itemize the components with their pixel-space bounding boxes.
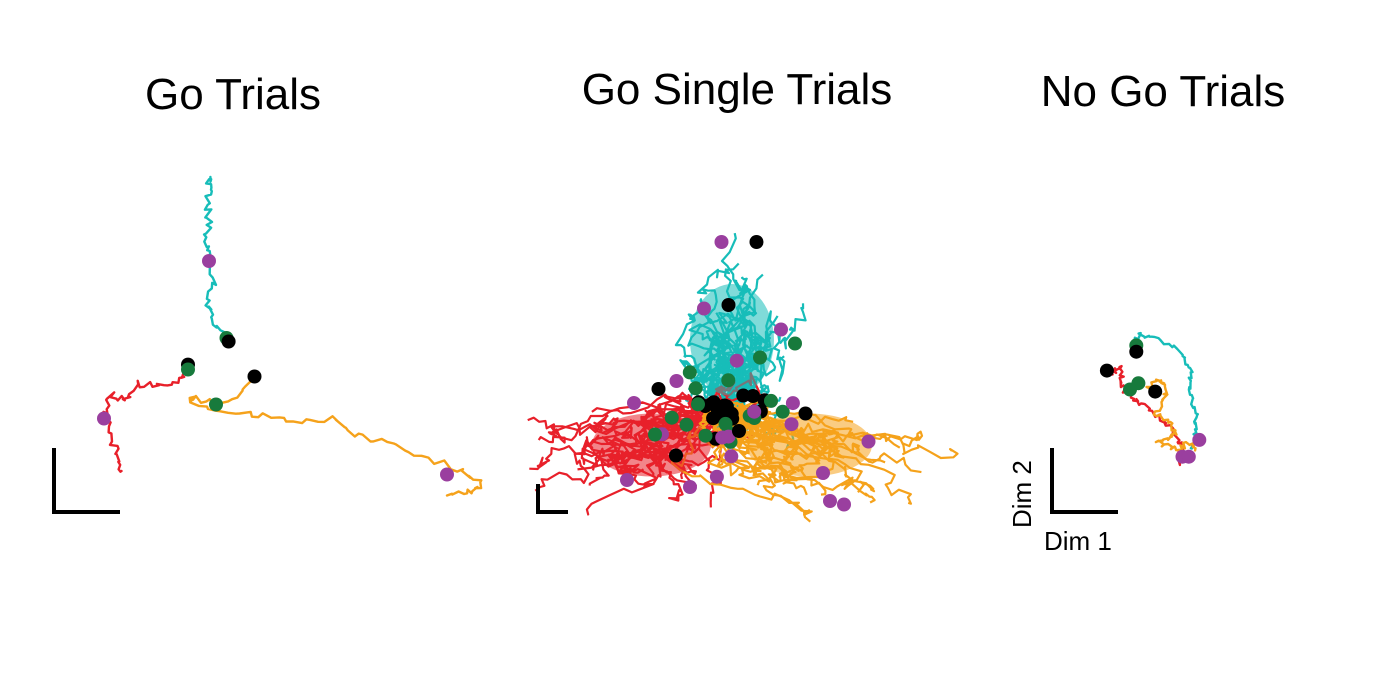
purple-marker (837, 497, 851, 512)
green-marker (679, 417, 694, 432)
panel-go-single-trials (527, 232, 959, 523)
scale-bar (1050, 448, 1118, 514)
cyan-trajectory (202, 175, 229, 340)
purple-marker (669, 374, 684, 388)
green-marker (764, 393, 778, 408)
orange-trajectory (1145, 378, 1197, 452)
purple-marker (697, 301, 711, 316)
panel-title-no-go-trials: No Go Trials (1041, 67, 1286, 116)
black-marker (1129, 344, 1144, 359)
purple-marker (724, 449, 739, 464)
purple-marker (823, 494, 837, 508)
purple-marker (1192, 432, 1207, 447)
purple-marker (774, 322, 788, 337)
orange-trajectory (188, 372, 483, 497)
black-marker (669, 448, 683, 463)
cyan-density (690, 284, 774, 396)
purple-marker (620, 473, 634, 487)
black-marker (749, 235, 764, 249)
cyan-trajectory (1132, 331, 1200, 450)
purple-marker (714, 235, 729, 249)
purple-marker (627, 396, 641, 410)
panel-no-go-trials: Dim 1 Dim 2 (1007, 331, 1207, 556)
black-marker (732, 424, 746, 438)
purple-marker (202, 254, 216, 268)
purple-marker (721, 429, 736, 444)
green-marker (721, 373, 736, 388)
black-marker (721, 298, 736, 312)
green-marker (209, 397, 223, 412)
black-marker (247, 369, 262, 384)
green-marker (682, 365, 697, 380)
purple-marker (785, 396, 800, 411)
purple-marker (683, 480, 697, 494)
black-marker (221, 334, 236, 349)
purple-marker (709, 469, 724, 484)
trajectory-cloud (527, 232, 959, 523)
black-marker (1148, 384, 1163, 399)
green-marker (691, 397, 705, 412)
red-trajectory (1104, 364, 1189, 467)
green-marker (698, 428, 713, 443)
purple-marker (1181, 449, 1196, 464)
green-marker (1123, 382, 1137, 397)
purple-marker (440, 467, 454, 482)
purple-marker (861, 434, 876, 449)
green-marker (753, 350, 767, 365)
y-axis-label: Dim 2 (1007, 460, 1037, 528)
purple-marker (784, 417, 799, 432)
scale-bar (52, 448, 120, 514)
red-trajectory (102, 366, 191, 473)
green-marker (788, 336, 802, 351)
black-marker (798, 406, 813, 421)
black-marker (708, 398, 723, 413)
panel-title-go-single-trials: Go Single Trials (582, 65, 893, 114)
green-marker (181, 362, 195, 377)
black-marker (651, 382, 666, 396)
purple-marker (97, 411, 111, 426)
purple-marker (729, 353, 744, 368)
green-marker (775, 404, 790, 419)
panel-go-trials (52, 175, 483, 514)
green-marker (648, 427, 662, 442)
green-marker (664, 410, 679, 425)
green-marker (688, 381, 703, 396)
purple-marker (816, 466, 830, 480)
green-marker (718, 416, 733, 431)
panel-title-go-trials: Go Trials (145, 70, 321, 119)
black-marker (1099, 363, 1114, 378)
orange-density (746, 413, 872, 477)
x-axis-label: Dim 1 (1044, 526, 1112, 556)
purple-marker (747, 404, 762, 419)
scale-bar (536, 484, 568, 514)
black-marker (746, 389, 760, 403)
